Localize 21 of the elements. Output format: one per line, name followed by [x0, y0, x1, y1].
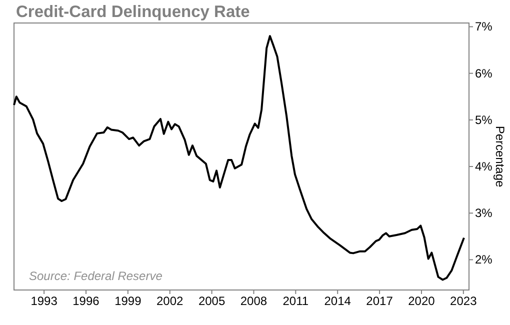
annotation: Source: Federal Reserve: [29, 269, 163, 283]
x-tick-label: 2008: [240, 294, 268, 308]
x-tick-label: 2020: [408, 294, 436, 308]
y-tick-label: 4%: [475, 160, 493, 174]
y-tick-label: 2%: [475, 252, 493, 267]
x-tick-label: 2011: [282, 294, 309, 308]
y-axis-title: Percentage: [493, 126, 507, 188]
y-tick-label: 5%: [475, 112, 493, 127]
x-tick-label: 2002: [156, 294, 184, 308]
y-tick-label: 6%: [475, 66, 493, 80]
line-series: [13, 35, 465, 281]
y-tick-label: 7%: [475, 20, 493, 34]
x-tick-label: 1993: [30, 294, 58, 308]
x-tick-label: 1996: [72, 294, 100, 308]
x-tick-label: 2023: [450, 294, 478, 308]
y-tick-label: 3%: [475, 206, 493, 220]
x-tick-label: 1999: [114, 294, 142, 308]
x-tick-label: 2014: [324, 294, 352, 308]
chart-title: Credit-Card Delinquency Rate: [16, 3, 250, 21]
x-tick-label: 2017: [366, 294, 394, 308]
x-tick-label: 2005: [198, 294, 226, 308]
